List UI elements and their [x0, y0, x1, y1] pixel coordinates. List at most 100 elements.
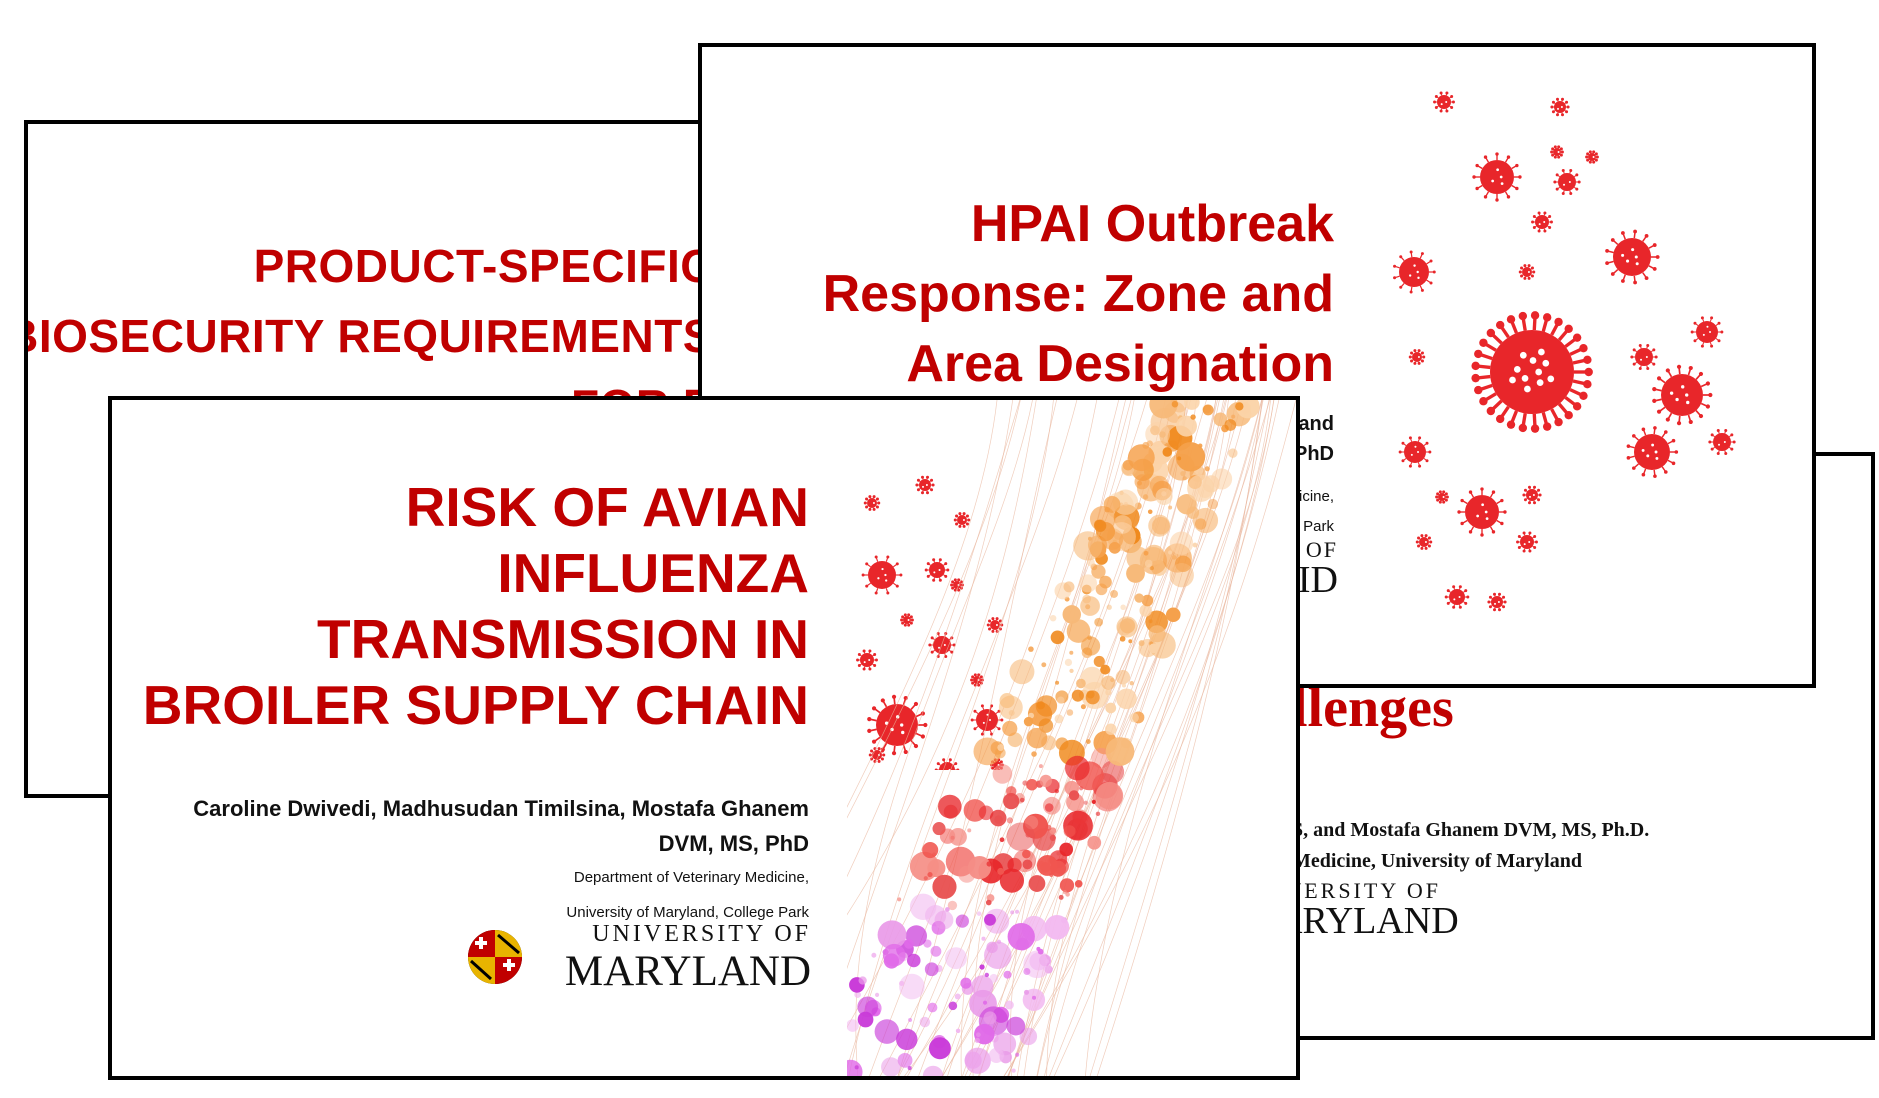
particle-dot [1103, 496, 1121, 513]
particle-dot [1062, 890, 1067, 895]
particle-dot [854, 1065, 859, 1070]
particle-dot [1080, 636, 1101, 656]
particle-dot [1006, 1016, 1026, 1036]
particle-dot [1080, 704, 1086, 710]
particle-dot [1192, 542, 1198, 548]
particle-dot [922, 1065, 944, 1076]
particle-dot [1105, 689, 1112, 696]
particle-dot [1066, 619, 1091, 643]
virus-illustration [1393, 91, 1736, 612]
particle-dot [1049, 834, 1056, 842]
particle-dot [1002, 720, 1018, 737]
particle-dot [1069, 668, 1074, 673]
particle-dot [1119, 618, 1136, 634]
particle-dot [1038, 764, 1043, 769]
virus-icon [934, 758, 960, 770]
particle-dot [1066, 709, 1074, 716]
particle-dot [1139, 604, 1152, 617]
particle-dot [1007, 732, 1023, 748]
particle-dot [1129, 712, 1139, 723]
particle-dot [1069, 650, 1074, 655]
virus-icon [1531, 211, 1553, 233]
particle-dot [1026, 727, 1048, 749]
particle-dot [1003, 793, 1020, 810]
particle-dot [1009, 659, 1035, 685]
particle-dot [1175, 415, 1197, 437]
particle-dot [998, 695, 1023, 720]
virus-icon [1516, 531, 1538, 553]
particle-dot [1038, 718, 1054, 733]
particle-dot [1136, 533, 1141, 538]
particle-dot [1195, 518, 1207, 530]
particle-dot [1095, 583, 1108, 596]
particle-dot [857, 1011, 874, 1028]
particle-dot [1168, 505, 1173, 510]
particle-dot [945, 907, 950, 912]
particle-dot [1035, 695, 1058, 717]
particle-dot [992, 764, 1013, 784]
particle-dot [973, 737, 1002, 766]
virus-icon [924, 558, 950, 582]
particle-dot [1028, 646, 1034, 652]
particle-dot [989, 809, 1007, 827]
virus-icon [861, 555, 903, 595]
particle-dot [1007, 922, 1035, 951]
particle-dot [1138, 640, 1145, 647]
slide-department: University of Maryland, College Park [566, 904, 809, 921]
particle-dot [1105, 723, 1117, 735]
particle-dot [971, 975, 994, 998]
slide-department: Medicine, University of Maryland [1292, 850, 1582, 872]
particle-dot [1076, 678, 1086, 689]
particle-dot [930, 945, 942, 957]
particle-dot [1141, 594, 1154, 607]
particle-dot [1095, 781, 1124, 810]
particle-dot [924, 962, 939, 977]
particle-stream-art [847, 400, 1296, 1076]
virus-icon [867, 694, 928, 756]
particle-dot [1010, 910, 1015, 915]
particle-dot [1180, 470, 1186, 477]
virus-icon [970, 704, 1004, 736]
particle-dot [974, 1037, 981, 1043]
particle-dot [1068, 790, 1080, 801]
particle-dot [989, 973, 999, 983]
particle-dot [1134, 593, 1144, 603]
particle-dot [858, 976, 867, 985]
virus-icon [915, 475, 935, 495]
particle-dot [1085, 739, 1091, 744]
particle-dot [1026, 778, 1038, 791]
particle-dot [1169, 531, 1194, 555]
particle-dot [1041, 662, 1047, 668]
particle-dot [1019, 797, 1025, 803]
particle-dot [1152, 516, 1170, 535]
virus-icon [1415, 534, 1433, 550]
particle-dot [1093, 655, 1105, 668]
virus-icon [1471, 311, 1593, 433]
virus-icon [1585, 150, 1599, 164]
particle-dot [1064, 658, 1073, 667]
particle-dot [1116, 688, 1137, 710]
particle-dot [847, 1059, 863, 1076]
particle-dot [928, 1037, 951, 1060]
particle-dot [1187, 474, 1215, 502]
virus-icon [863, 495, 881, 511]
particle-dot [934, 910, 954, 930]
particle-dot [975, 1032, 981, 1038]
particle-dot [1071, 689, 1084, 702]
particle-dot [1113, 515, 1132, 534]
particle-dot [871, 952, 877, 958]
particle-dot [1169, 563, 1194, 588]
particle-dot [1175, 442, 1206, 472]
particle-dot [955, 1028, 961, 1034]
slide-risk-avian-influenza[interactable]: RISK OF AVIAN INFLUENZA TRANSMISSION IN … [108, 396, 1300, 1080]
particle-dot [1036, 855, 1058, 876]
virus-icon [1435, 490, 1449, 504]
logo-line-2: ARYLAND [1275, 900, 1459, 942]
virus-icon [1398, 436, 1432, 468]
particle-dot [1134, 474, 1150, 490]
particle-dot [1032, 727, 1037, 733]
particle-dot [1057, 696, 1065, 704]
particle-dot [1186, 506, 1200, 519]
virus-icon [1487, 592, 1507, 612]
particle-dot [923, 876, 928, 881]
